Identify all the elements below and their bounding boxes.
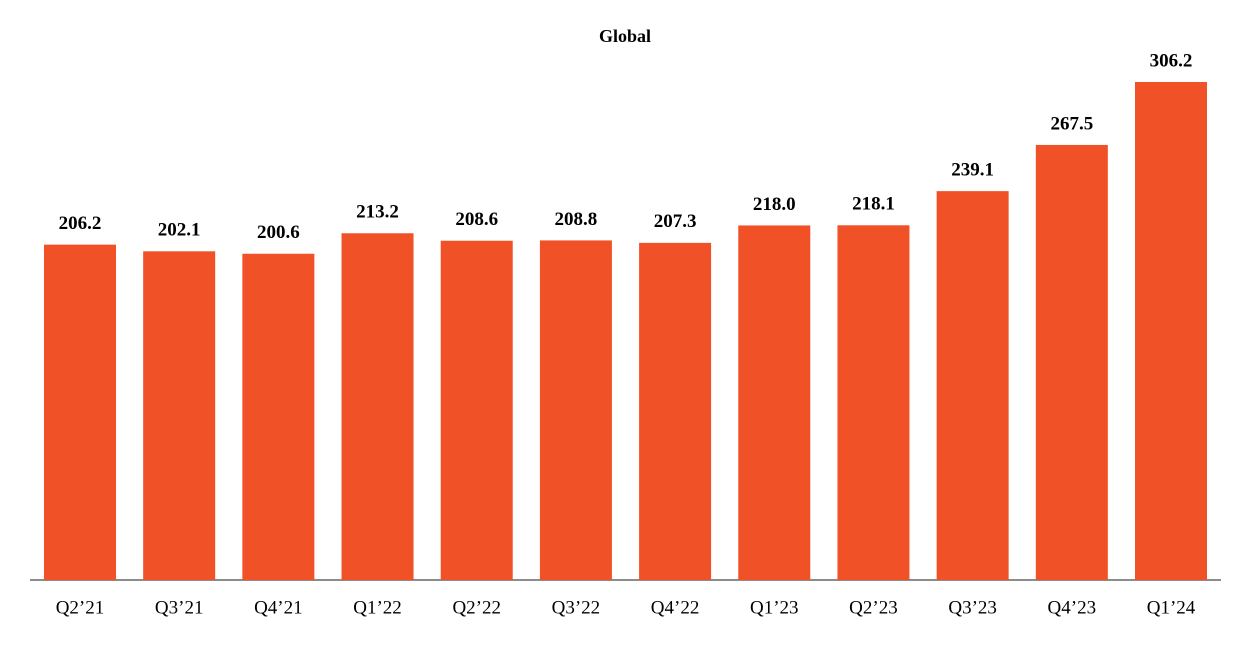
chart-title: Global (599, 26, 651, 46)
x-tick-label: Q3’22 (552, 597, 601, 618)
bar (738, 225, 811, 580)
bar (143, 251, 216, 580)
x-tick-label: Q4’22 (651, 597, 700, 618)
x-tick-label: Q1’23 (750, 597, 799, 618)
x-tick-label: Q1’22 (353, 597, 402, 618)
value-label: 213.2 (356, 202, 399, 223)
value-label: 208.6 (455, 209, 498, 230)
bar (1135, 82, 1208, 580)
bar (440, 240, 513, 580)
bar (1035, 144, 1108, 580)
value-label: 206.2 (59, 213, 102, 234)
bar (341, 233, 414, 580)
value-label: 208.8 (555, 209, 598, 230)
value-label: 218.1 (852, 194, 895, 215)
value-label: 267.5 (1050, 113, 1093, 134)
value-label: 202.1 (158, 220, 201, 241)
x-tick-label: Q1’24 (1147, 597, 1196, 618)
bar (43, 244, 116, 580)
value-label: 239.1 (951, 159, 994, 180)
x-tick-label: Q3’21 (155, 597, 204, 618)
bar (539, 240, 612, 580)
x-tick-label: Q2’22 (452, 597, 501, 618)
bar (242, 253, 315, 580)
x-tick-label: Q2’23 (849, 597, 898, 618)
x-tick-label: Q4’23 (1048, 597, 1097, 618)
value-label: 207.3 (654, 211, 697, 232)
value-label: 218.0 (753, 194, 796, 215)
bar (639, 242, 712, 580)
x-tick-label: Q4’21 (254, 597, 303, 618)
value-label: 200.6 (257, 222, 300, 243)
value-label: 306.2 (1150, 50, 1193, 71)
x-tick-label: Q2’21 (56, 597, 105, 618)
bar (837, 225, 910, 580)
x-tick-label: Q3’23 (948, 597, 997, 618)
bar (936, 191, 1009, 581)
